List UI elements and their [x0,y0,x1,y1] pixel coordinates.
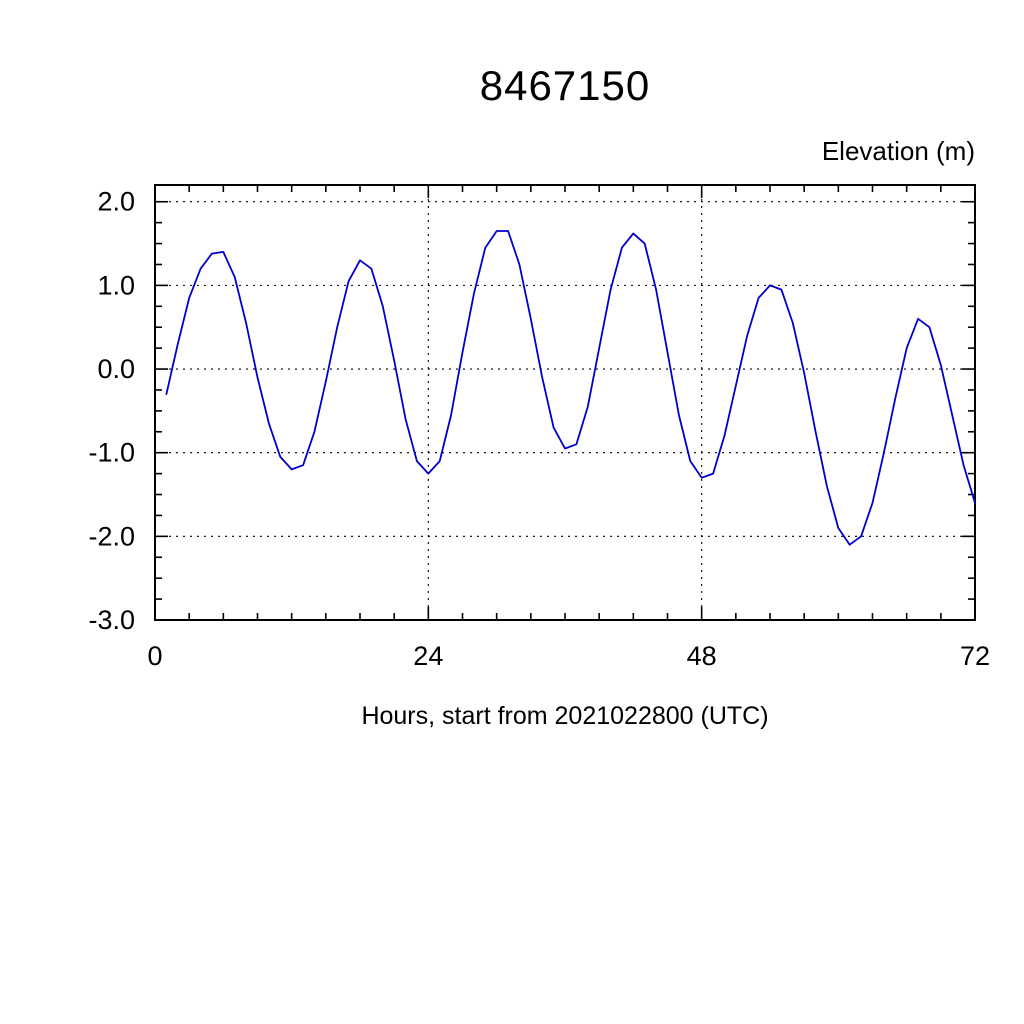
y-axis-title: Elevation (m) [821,136,975,166]
svg-text:24: 24 [413,641,443,671]
tick-marks [154,185,976,621]
svg-text:0: 0 [147,641,162,671]
svg-text:48: 48 [687,641,717,671]
svg-text:-1.0: -1.0 [88,438,135,468]
svg-text:-2.0: -2.0 [88,521,135,551]
axis-frame [154,184,976,621]
x-axis-title: Hours, start from 2021022800 (UTC) [361,702,769,730]
grid-lines [155,185,975,620]
svg-text:2.0: 2.0 [97,187,135,217]
chart-title: 8467150 [479,62,651,109]
x-tick-labels: 0 24 48 72 [147,641,990,671]
data-line [165,230,976,546]
svg-text:-3.0: -3.0 [88,605,135,635]
svg-text:72: 72 [960,641,990,671]
y-tick-labels: 2.0 1.0 0.0 -1.0 -2.0 -3.0 [88,187,135,635]
svg-text:0.0: 0.0 [97,354,135,384]
svg-text:1.0: 1.0 [97,270,135,300]
